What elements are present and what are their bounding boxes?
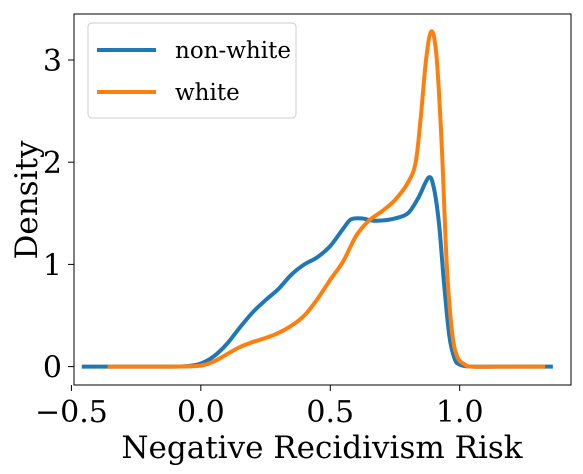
x-tick-label: −0.5 — [35, 395, 108, 430]
x-tick-label: 0.5 — [306, 395, 354, 430]
y-tick-label: 0 — [43, 351, 62, 386]
x-tick-label: 1.0 — [436, 395, 484, 430]
series-layer — [81, 29, 553, 369]
y-axis-label: Density — [9, 140, 45, 259]
y-tick-label: 2 — [43, 146, 62, 181]
legend-box — [87, 22, 297, 119]
y-tick-label: 3 — [43, 44, 62, 79]
legend-label-non-white: non-white — [175, 38, 291, 64]
x-tick-label: 0.0 — [177, 395, 225, 430]
series-line-white — [107, 29, 546, 369]
legend: non-white white — [87, 22, 297, 119]
x-axis-label: Negative Recidivism Risk — [121, 430, 522, 466]
y-tick-label: 1 — [43, 248, 62, 283]
x-ticks: −0.5 0.0 0.5 1.0 — [35, 385, 484, 430]
y-ticks: 0 1 2 3 — [43, 44, 74, 386]
legend-label-white: white — [175, 80, 240, 106]
series-line-non-white — [81, 175, 553, 369]
